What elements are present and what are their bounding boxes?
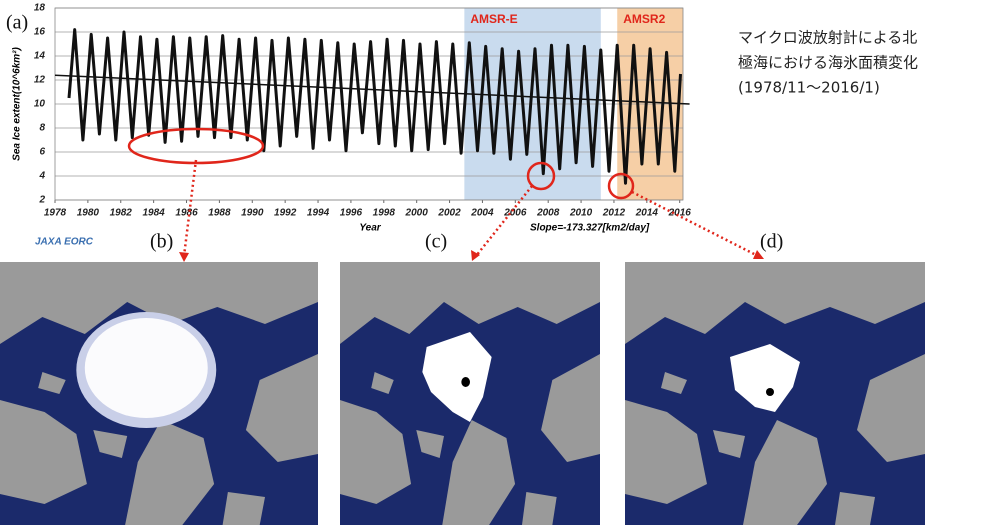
- annotation: Slope=-173.327[km2/day]: [530, 223, 650, 234]
- y-tick-label: 16: [34, 27, 46, 38]
- series-line: [67, 28, 682, 185]
- x-tick-label: 1990: [241, 208, 264, 219]
- x-tick-label: 1986: [175, 208, 198, 219]
- x-tick-label: 2004: [470, 208, 494, 219]
- caption-line: マイクロ波放射計による北: [738, 29, 917, 47]
- x-tick-label: 1994: [307, 208, 330, 219]
- x-tick-label: 2016: [668, 208, 692, 219]
- x-tick-label: 1988: [208, 208, 231, 219]
- x-tick-label: 1996: [340, 208, 363, 219]
- x-tick-label: 2010: [569, 208, 593, 219]
- chart: AMSR-E AMSR2 2 4 6 8 10 12 14 16 18 1978 1980 1982 198…: [12, 3, 692, 234]
- arrows: [182, 159, 759, 258]
- arrowheads: [179, 250, 764, 262]
- y-axis-label: Sea Ice extent(10^6km²): [12, 46, 23, 160]
- y-tick-label: 2: [38, 195, 45, 206]
- y-tick-label: 14: [34, 51, 46, 62]
- y-tick-label: 8: [39, 123, 45, 134]
- logo: JAXA EORC: [35, 237, 94, 248]
- y-tick-label: 6: [39, 147, 45, 158]
- x-tick-label: 2008: [536, 208, 560, 219]
- y-tick-label: 10: [34, 99, 46, 110]
- map-c: [340, 262, 600, 525]
- highlight: [607, 172, 635, 200]
- y-tick-label: 12: [34, 75, 46, 86]
- x-tick-label: 1978: [44, 208, 67, 219]
- panel-label: (a): [6, 12, 28, 34]
- region-label: AMSR-E: [470, 12, 517, 26]
- x-axis-label: Year: [359, 223, 381, 234]
- y-tick-label: 18: [34, 3, 46, 14]
- highlight: [526, 161, 556, 191]
- x-tick-label: 2006: [503, 208, 527, 219]
- x-tick-label: 1980: [77, 208, 100, 219]
- panel-label: (d): [760, 231, 783, 253]
- x-tick-label: 1984: [143, 208, 166, 219]
- caption-line: (1978/11〜2016/1): [738, 79, 880, 97]
- panel-label: (b): [150, 231, 173, 253]
- x-tick-label: 2014: [635, 208, 659, 219]
- caption-line: 極海における海氷面積変化: [738, 54, 918, 72]
- panel-label: (c): [425, 231, 447, 253]
- map-d: [625, 262, 925, 525]
- region-label: AMSR2: [623, 12, 665, 26]
- x-tick-label: 1992: [274, 208, 297, 219]
- x-tick-label: 1982: [110, 208, 133, 219]
- map-b: [0, 262, 318, 525]
- x-tick-label: 2000: [405, 208, 429, 219]
- highlight: [127, 127, 265, 165]
- x-tick-label: 2012: [602, 208, 626, 219]
- y-tick-label: 4: [38, 171, 45, 182]
- x-tick-label: 2002: [437, 208, 461, 219]
- x-tick-label: 1998: [373, 208, 396, 219]
- trend-line: [54, 74, 690, 105]
